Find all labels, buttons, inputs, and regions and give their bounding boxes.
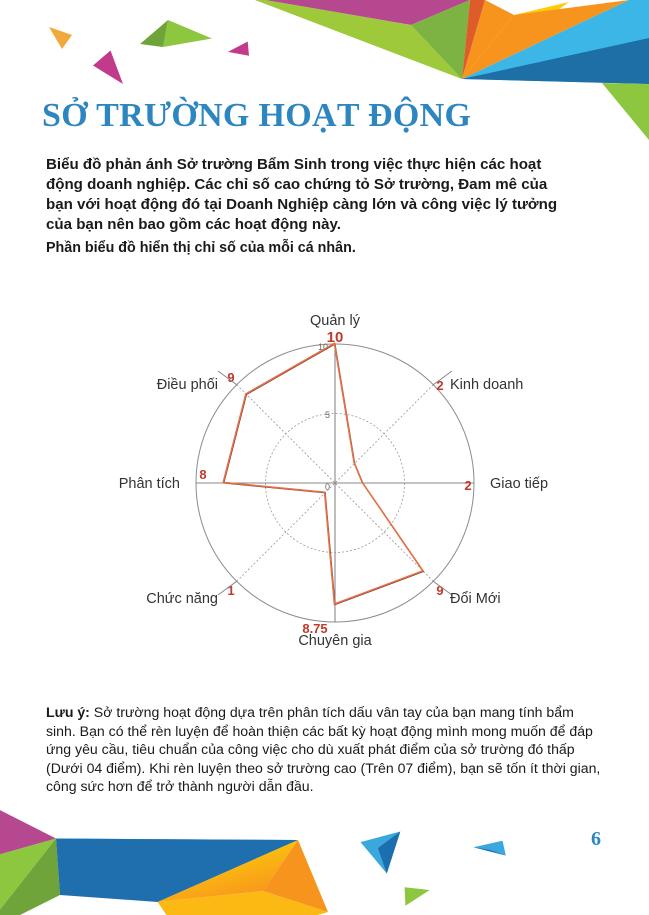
- svg-text:6: 6: [591, 828, 601, 850]
